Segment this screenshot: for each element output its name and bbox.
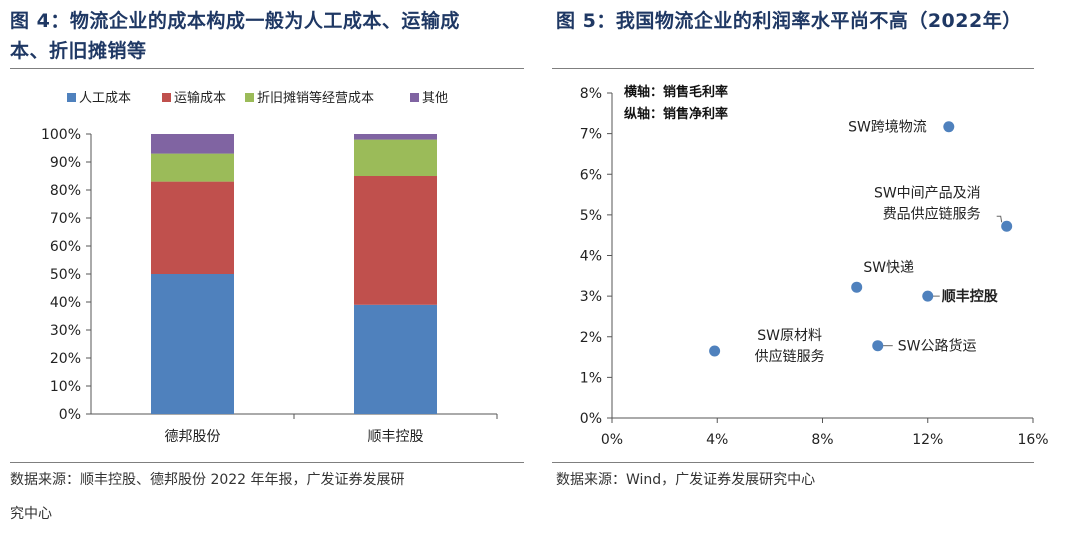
figure-4-bottom-rule xyxy=(10,462,524,463)
legend-swatch-3 xyxy=(410,93,419,102)
x-tick-label: 12% xyxy=(912,432,943,448)
scatter-point xyxy=(851,281,863,293)
x-tick-label: 0% xyxy=(601,432,623,448)
y-tick-label: 3% xyxy=(580,289,602,305)
y-tick-label: 0% xyxy=(580,411,602,427)
figure-5-bottom-rule xyxy=(552,462,1034,463)
legend-label-2: 折旧摊销等经营成本 xyxy=(257,90,374,106)
point-label: 费品供应链服务 xyxy=(883,205,981,222)
y-tick-label: 8% xyxy=(580,86,602,102)
figure-4-title-line-1: 图 4：物流企业的成本构成一般为人工成本、运输成 xyxy=(10,10,460,32)
x-category-label: 顺丰控股 xyxy=(368,429,424,445)
y-tick-label: 40% xyxy=(50,295,81,311)
x-tick-label: 16% xyxy=(1017,432,1048,448)
legend-label-1: 运输成本 xyxy=(174,90,226,106)
legend-swatch-1 xyxy=(162,93,171,102)
y-tick-label: 0% xyxy=(59,407,81,423)
figure-4-title: 图 4：物流企业的成本构成一般为人工成本、运输成 本、折旧摊销等 xyxy=(10,6,460,66)
bar-segment-1-0 xyxy=(151,181,234,274)
y-tick-label: 4% xyxy=(580,249,602,265)
leader-line xyxy=(996,215,1003,223)
y-tick-label: 5% xyxy=(580,208,602,224)
scatter-chart: 0% 1% 2% 3% 4% 5% 6% 7% 8% 0% 4% 8% 12% 16% 横轴：销售毛利率纵轴… xyxy=(580,84,1049,448)
legend-label-0: 人工成本 xyxy=(79,91,131,106)
figure-4-title-line-2: 本、折旧摊销等 xyxy=(10,40,147,62)
bar-segment-1-1 xyxy=(354,176,437,305)
y-tick-label: 60% xyxy=(50,239,81,255)
figure-5-top-rule xyxy=(552,68,1034,69)
y-tick-label: 90% xyxy=(50,155,81,171)
figure-4-source-line-1: 数据来源：顺丰控股、德邦股份 2022 年年报，广发证券发展研 xyxy=(10,472,405,488)
scatter-point xyxy=(872,340,884,352)
axis-note-line-0: 横轴：销售毛利率 xyxy=(624,84,728,100)
y-tick-label: 20% xyxy=(50,351,81,367)
figure-5-title: 图 5：我国物流企业的利润率水平尚不高（2022年） xyxy=(556,10,1022,32)
figure-5-source: 数据来源：Wind，广发证券发展研究中心 xyxy=(556,472,816,488)
bar-segment-2-1 xyxy=(354,139,437,176)
point-label: SW快递 xyxy=(863,260,914,276)
stacked-bar-chart: 人工成本 运输成本 折旧摊销等经营成本 其他 0% 10% 20% 30% 40% 50% 60% 7… xyxy=(41,90,498,445)
y-tick-label: 70% xyxy=(50,211,81,227)
figure-4-source-line-2: 究中心 xyxy=(10,506,52,522)
legend-swatch-2 xyxy=(245,93,254,102)
scatter-point xyxy=(922,290,934,302)
bar-segment-2-0 xyxy=(151,153,234,182)
figure-4-panel: 图 4：物流企业的成本构成一般为人工成本、运输成 本、折旧摊销等 人工成本 运输成… xyxy=(0,0,525,534)
bar-segment-0-0 xyxy=(151,274,234,414)
bar-segment-3-0 xyxy=(151,134,234,154)
bar-segment-3-1 xyxy=(354,134,437,140)
scatter-point xyxy=(1001,220,1013,232)
figure-5-panel: 图 5：我国物流企业的利润率水平尚不高（2022年） 0% 1% 2% 3% 4% 5% 6… xyxy=(552,0,1080,534)
point-label: SW原材料 xyxy=(757,328,822,344)
figure-4-top-rule xyxy=(10,68,524,69)
point-label: SW跨境物流 xyxy=(848,120,927,136)
y-tick-label: 30% xyxy=(50,323,81,339)
x-tick-label: 8% xyxy=(811,432,833,448)
y-tick-label: 2% xyxy=(580,330,602,346)
point-label: 供应链服务 xyxy=(755,348,825,365)
axis-note-line-1: 纵轴：销售净利率 xyxy=(624,106,728,122)
y-tick-label: 10% xyxy=(50,379,81,395)
y-tick-label: 100% xyxy=(41,127,81,143)
bar-segment-0-1 xyxy=(354,304,437,414)
x-tick-label: 4% xyxy=(706,432,728,448)
figure-4-source: 数据来源：顺丰控股、德邦股份 2022 年年报，广发证券发展研 究中心 xyxy=(10,463,405,531)
x-category-label: 德邦股份 xyxy=(165,429,221,445)
point-label: 顺丰控股 xyxy=(942,288,999,305)
y-tick-label: 80% xyxy=(50,183,81,199)
scatter-point xyxy=(709,345,721,357)
scatter-point xyxy=(943,121,955,133)
y-tick-label: 7% xyxy=(580,127,602,143)
legend-swatch-0 xyxy=(67,93,76,102)
legend-label-3: 其他 xyxy=(422,91,448,106)
y-tick-label: 6% xyxy=(580,167,602,183)
point-label: SW中间产品及消 xyxy=(874,185,981,201)
y-tick-label: 50% xyxy=(50,267,81,283)
point-label: SW公路货运 xyxy=(898,338,977,355)
y-tick-label: 1% xyxy=(580,370,602,386)
